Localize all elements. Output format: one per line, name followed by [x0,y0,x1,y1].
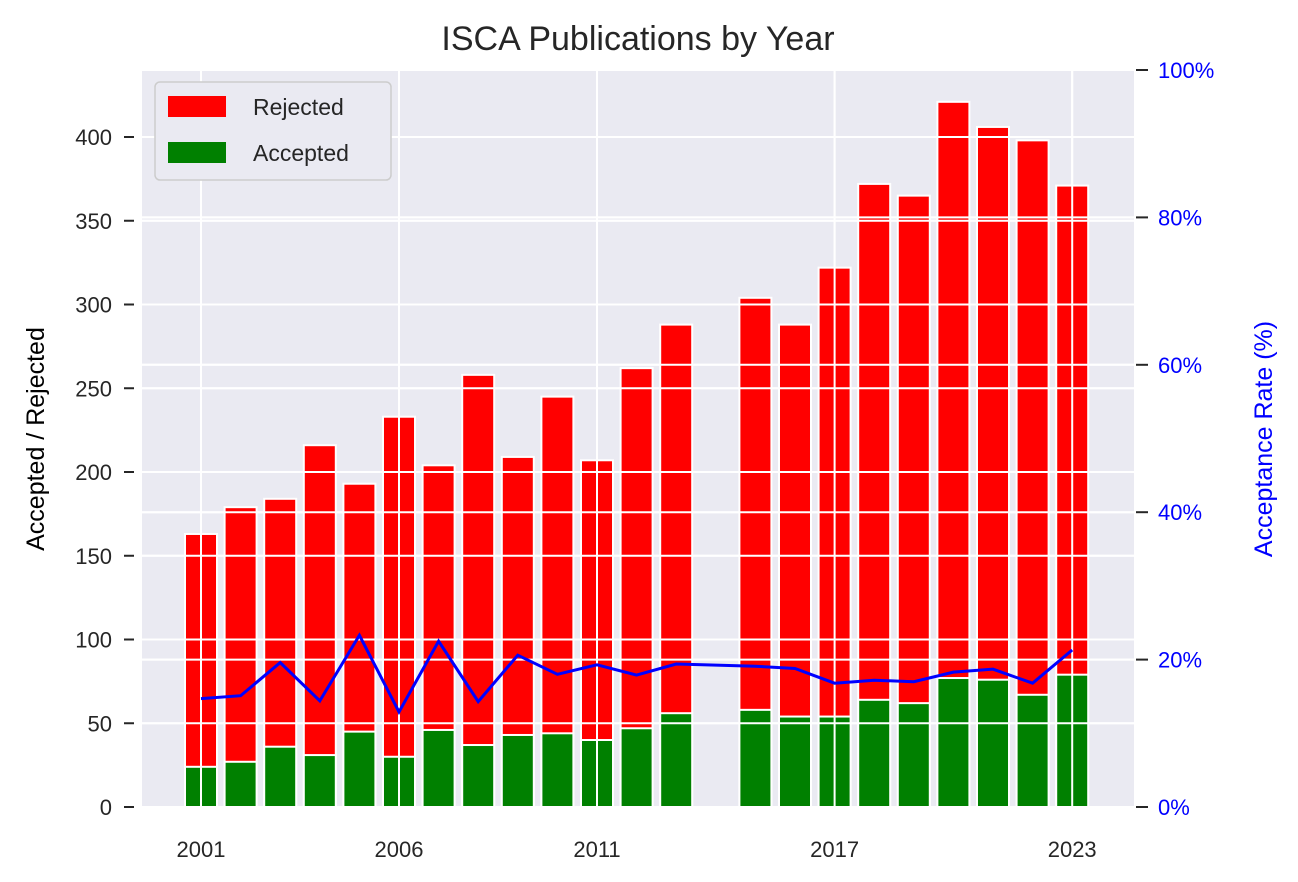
bar-accepted [976,678,1010,809]
chart-title: ISCA Publications by Year [441,20,834,58]
bar-accepted [500,733,535,808]
right-tick-label: 40% [1158,500,1202,525]
legend-label-rejected: Rejected [253,94,344,120]
left-tick-label: 100 [75,628,112,653]
bar-accepted [619,727,654,809]
legend-swatch-rejected [168,96,226,117]
bar-accepted [421,728,456,809]
acceptance-rate-polyline [200,632,1074,716]
x-tick-label: 2017 [810,837,859,862]
legend-label-accepted: Accepted [253,140,349,166]
left-tick-label: 50 [88,711,112,736]
bar-accepted [896,702,931,809]
bar-accepted [223,760,258,809]
bar-accepted [302,754,337,809]
left-axis-label: Accepted / Rejected [22,327,50,551]
right-axis: 0% 20% 40% 60% 80% 100% [1136,58,1214,820]
bar-accepted [738,708,773,808]
legend-swatch-accepted [168,142,226,163]
bar-rejected [223,506,258,808]
left-tick-label: 150 [75,544,112,569]
right-axis-label: Acceptance Rate (%) [1250,321,1278,557]
bar-accepted [659,712,694,809]
x-tick-label: 2023 [1048,837,1097,862]
left-tick-label: 300 [75,293,112,318]
bar-rejected [302,444,337,808]
bars [142,69,1134,809]
right-tick-label: 60% [1158,353,1202,378]
x-tick-label: 2011 [573,837,620,862]
bar-accepted [1015,693,1050,809]
legend: Rejected Accepted [154,81,392,181]
right-tick-label: 80% [1158,205,1202,230]
left-tick-label: 0 [100,795,112,820]
bar-accepted [263,745,298,809]
left-tick-label: 200 [75,460,112,485]
right-tick-label: 100% [1158,58,1214,83]
bar-accepted [936,677,971,809]
right-tick-label: 20% [1158,648,1202,673]
left-tick-label: 400 [75,125,112,150]
left-tick-label: 250 [75,376,112,401]
bar-accepted [461,744,496,809]
x-tick-label: 2001 [177,837,226,862]
bar-accepted [342,730,377,808]
acceptance-rate-line [200,632,1074,716]
bar-accepted [778,715,812,808]
bar-accepted [540,732,575,808]
right-tick-label: 0% [1158,795,1190,820]
left-axis: 0 50 100 150 200 250 300 350 400 [75,125,134,820]
bar-rejected [461,373,496,808]
left-tick-label: 350 [75,209,112,234]
bar-accepted [857,698,892,808]
x-axis: 2001 2006 2011 2017 2023 [177,837,1097,862]
x-tick-label: 2006 [375,837,424,862]
